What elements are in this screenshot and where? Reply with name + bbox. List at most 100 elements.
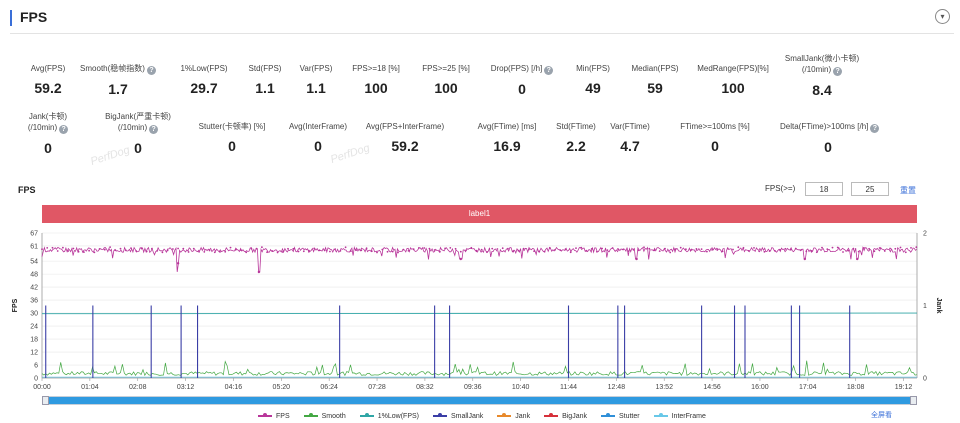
fps-point <box>475 249 478 252</box>
x-tick-label: 02:08 <box>129 384 147 391</box>
fps-point <box>459 250 462 253</box>
fps-point <box>648 247 651 250</box>
time-range-scrollbar[interactable] <box>42 396 917 405</box>
fullscreen-link[interactable]: 全屏看 <box>871 412 892 419</box>
fps-point <box>632 249 635 251</box>
help-icon[interactable]: ? <box>149 125 159 134</box>
legend-item[interactable]: 1%Low(FPS) <box>359 410 419 422</box>
metric-label: Drop(FPS) [/h]? <box>474 63 570 75</box>
fps-point <box>721 250 724 253</box>
legend-item[interactable]: SmallJank <box>432 410 483 422</box>
metric-item: Avg(FPS+InterFrame) 59.2 <box>357 121 453 154</box>
help-icon[interactable]: ? <box>870 124 880 133</box>
x-tick-label: 14:56 <box>703 384 721 391</box>
y-tick-label: 12 <box>30 350 38 357</box>
metric-label-unit-text: (/10min) <box>117 123 148 132</box>
legend-swatch-icon <box>258 413 272 417</box>
metric-label-text: FTime>=100ms [%] <box>680 122 750 131</box>
legend-swatch-icon <box>544 413 559 417</box>
fps-point <box>747 250 750 252</box>
x-tick-label: 09:36 <box>464 384 482 391</box>
fps-point <box>768 250 771 252</box>
x-tick-label: 19:12 <box>895 384 913 391</box>
fps-point <box>554 249 556 251</box>
fps-point <box>857 250 860 253</box>
fps-point <box>779 249 781 251</box>
fps-point <box>480 248 483 251</box>
fps-point <box>889 247 891 250</box>
fps-point <box>391 250 394 253</box>
fps-point <box>585 249 588 252</box>
metric-item: Stutter(卡顿率) [%] 0 <box>184 121 280 154</box>
legend-item[interactable]: InterFrame <box>653 410 706 422</box>
fps-point <box>454 247 457 250</box>
metric-item: Drop(FPS) [/h]? 0 <box>474 63 570 97</box>
fps-point <box>355 249 357 251</box>
fps-threshold-input-1[interactable] <box>805 182 843 196</box>
fps-point <box>224 250 227 253</box>
metric-label: Avg(FPS) <box>0 63 96 74</box>
fps-point <box>151 247 153 250</box>
fps-point <box>56 250 59 252</box>
fps-point <box>580 246 583 249</box>
legend-item[interactable]: Smooth <box>303 410 346 422</box>
fps-panel-header: FPS ▾ <box>10 6 954 34</box>
scrollbar-range-fill[interactable] <box>49 397 910 404</box>
y-tick-label: 0 <box>34 376 38 383</box>
legend-item[interactable]: FPS <box>258 410 290 422</box>
x-tick-label: 16:00 <box>751 384 769 391</box>
metric-label: SmallJank(微小卡顿) <box>774 53 870 64</box>
metric-value: 0 <box>134 140 142 156</box>
fps-point <box>758 250 761 253</box>
fps-point <box>575 247 577 249</box>
metric-label: Stutter(卡顿率) [%] <box>184 121 280 132</box>
metric-value: 100 <box>364 80 388 96</box>
panel-title: FPS <box>20 9 48 25</box>
help-icon[interactable]: ? <box>833 67 843 76</box>
fps-threshold-input-2[interactable] <box>851 182 889 196</box>
y-tick-label: 48 <box>30 272 38 279</box>
legend-item[interactable]: Jank <box>497 410 530 422</box>
x-tick-label: 05:20 <box>273 384 291 391</box>
metric-item: SmallJank(微小卡顿) (/10min)? 8.4 <box>774 53 870 98</box>
metric-label: MedRange(FPS)[%] <box>685 63 781 74</box>
metric-label: BigJank(严重卡顿) <box>90 111 186 122</box>
legend-label: Jank <box>515 412 531 420</box>
fps-point <box>711 249 713 251</box>
metric-label-text: 1%Low(FPS) <box>180 64 228 73</box>
legend-item[interactable]: Stutter <box>600 410 640 422</box>
y-axis-title: FPS <box>12 298 19 312</box>
fps-point <box>910 247 912 249</box>
metric-label: Smooth(稳帧指数)? <box>70 63 166 75</box>
metric-value: 1.1 <box>306 80 326 96</box>
y-tick-label: 42 <box>30 285 38 292</box>
label-bar[interactable]: label1 <box>42 205 917 223</box>
fps-point <box>533 250 535 253</box>
reset-link[interactable]: 重置 <box>900 186 916 195</box>
fps-point <box>737 246 740 249</box>
fps-point <box>543 250 546 253</box>
metric-label-text: Delta(FTime)>100ms [/h] <box>780 122 869 131</box>
scrollbar-right-handle[interactable] <box>910 396 917 405</box>
fps-point <box>292 247 295 250</box>
chart-legend: FPS Smooth 1%Low(FPS) SmallJank Jank BigJank S… <box>258 410 706 422</box>
fps-point <box>433 249 436 251</box>
help-icon[interactable]: ? <box>544 66 554 75</box>
legend-item[interactable]: BigJank <box>544 410 587 422</box>
fps-point <box>182 247 185 250</box>
fps-point <box>203 251 206 253</box>
help-icon[interactable]: ? <box>59 125 69 134</box>
metric-item: Var(FPS) 1.1 <box>268 63 364 96</box>
fps-point <box>706 250 708 253</box>
fps-point <box>124 249 127 252</box>
help-icon[interactable]: ? <box>146 66 156 75</box>
fps-point <box>826 248 829 250</box>
collapse-chevron-icon[interactable]: ▾ <box>935 9 950 24</box>
fps-point <box>878 247 881 249</box>
fps-point <box>763 250 766 253</box>
legend-swatch-icon <box>432 413 447 417</box>
scrollbar-left-handle[interactable] <box>42 396 49 405</box>
fps-point <box>177 247 180 250</box>
legend-label: 1%Low(FPS) <box>377 412 419 420</box>
